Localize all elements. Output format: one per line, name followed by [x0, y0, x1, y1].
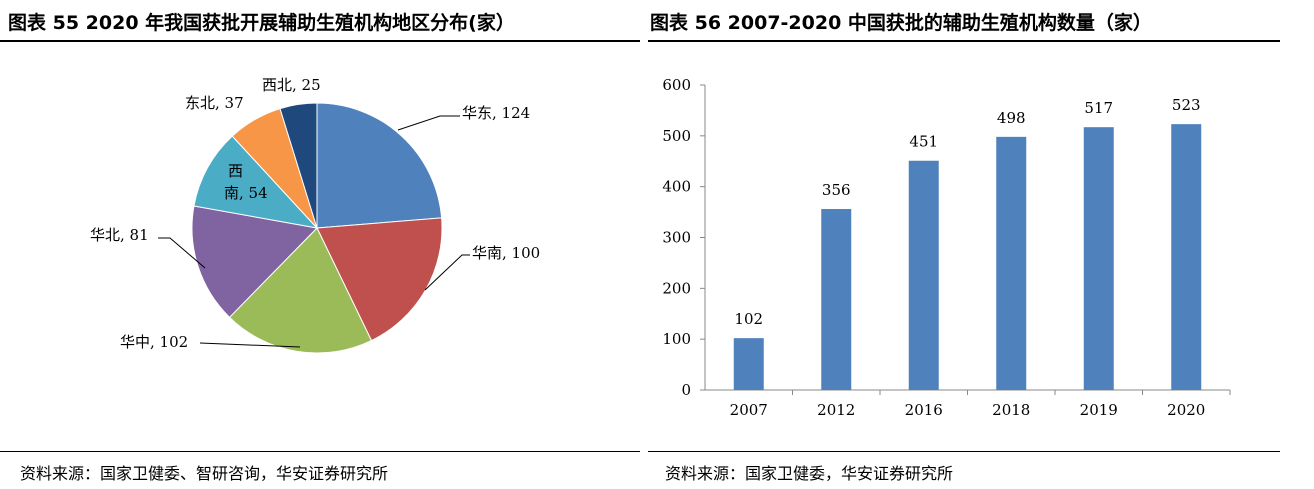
pie-slice-西南 [193, 135, 319, 229]
bar-2018 [996, 136, 1027, 390]
y-tick-label: 300 [662, 229, 691, 247]
pie-label-xibei: 西北, 25 [262, 76, 321, 94]
pie-slice-华北 [191, 205, 319, 319]
x-tick-label: 2007 [730, 401, 768, 419]
y-tick-label: 500 [662, 127, 691, 145]
x-tick-label: 2019 [1080, 401, 1118, 419]
y-tick-label: 200 [662, 279, 691, 297]
leader-line [424, 254, 470, 291]
bar-2020 [1171, 124, 1202, 391]
bar-2016 [908, 160, 939, 390]
bar-value-label: 517 [1084, 99, 1113, 117]
x-tick-label: 2012 [817, 401, 855, 419]
x-tick-label: 2020 [1167, 401, 1205, 419]
pie-label-huadong: 华东, 124 [462, 104, 530, 122]
x-tick-label: 2016 [905, 401, 943, 419]
pie-label-xinan-1: 西 [228, 162, 243, 180]
pie-label-huanan: 华南, 100 [472, 244, 540, 262]
leader-line [158, 237, 206, 269]
bar-value-label: 523 [1172, 96, 1201, 114]
pie-slice-华东 [316, 102, 443, 229]
pie-label-dongbei: 东北, 37 [185, 94, 244, 112]
y-tick-label: 0 [681, 381, 691, 399]
left-bottom-rule [0, 451, 640, 452]
y-tick-label: 400 [662, 178, 691, 196]
pie-labels: 华东, 124 华南, 100 华中, 102 华北, 81 西 南, 54 东… [90, 76, 540, 351]
bar-value-label: 498 [997, 109, 1026, 127]
y-tick-label: 100 [662, 330, 691, 348]
right-bottom-rule [648, 451, 1280, 452]
pie-label-huazhong: 华中, 102 [120, 333, 188, 351]
right-title-rule [648, 40, 1280, 42]
left-title-rule [0, 40, 640, 42]
bar-2019 [1083, 127, 1114, 391]
x-tick-label: 2018 [992, 401, 1030, 419]
pie-label-huabei: 华北, 81 [90, 226, 149, 244]
leader-line [199, 342, 301, 348]
right-source: 资料来源：国家卫健委，华安证券研究所 [665, 464, 954, 483]
right-chart-title: 图表 56 2007-2020 中国获批的辅助生殖机构数量（家） [650, 12, 1152, 34]
leader-line [397, 115, 460, 131]
pie-slice-华中 [228, 227, 373, 354]
bar-2007 [733, 338, 764, 390]
pie-label-xinan-2: 南, 54 [224, 184, 268, 202]
bar-2012 [821, 209, 852, 390]
bar-chart: 0 100 200 300 400 500 600 102 2007 356 2012 451 2016… [662, 76, 1231, 419]
left-source: 资料来源：国家卫健委、智研咨询，华安证券研究所 [20, 464, 389, 483]
bar-value-label: 356 [822, 181, 851, 199]
y-tick-label: 600 [662, 76, 691, 94]
pie-chart [191, 102, 443, 354]
bar-value-label: 451 [909, 133, 938, 151]
left-chart-title: 图表 55 2020 年我国获批开展辅助生殖机构地区分布(家） [8, 12, 515, 34]
bar-value-label: 102 [734, 310, 763, 328]
pie-slice-西北 [279, 102, 318, 229]
